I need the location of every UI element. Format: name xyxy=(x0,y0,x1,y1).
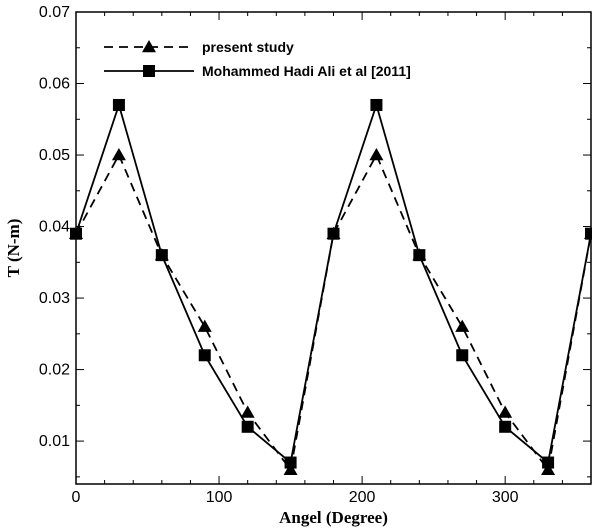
triangle-marker xyxy=(240,405,255,418)
triangle-marker xyxy=(326,226,341,239)
series-line xyxy=(75,101,592,465)
legend-item: Mohammed Hadi Ali et al [2011] xyxy=(104,63,411,79)
legend-square-marker xyxy=(143,65,155,77)
x-axis-title: Angel (Degree) xyxy=(279,508,388,527)
square-marker xyxy=(499,420,512,433)
y-tick-label: 0.02 xyxy=(39,362,70,379)
square-marker xyxy=(198,349,211,362)
square-marker xyxy=(456,349,469,362)
triangle-marker xyxy=(111,148,126,161)
y-axis-title: T (N-m) xyxy=(4,219,23,278)
legend-label: Mohammed Hadi Ali et al [2011] xyxy=(202,63,411,79)
y-tick-label: 0.05 xyxy=(39,147,70,164)
triangle-marker xyxy=(584,226,592,239)
series-mohammed-hadi-ali xyxy=(70,98,592,469)
x-tick-label: 100 xyxy=(206,489,233,506)
plot-series xyxy=(69,98,592,475)
x-tick-label: 300 xyxy=(492,489,519,506)
y-tick-label: 0.01 xyxy=(39,433,70,450)
legend: present study Mohammed Hadi Ali et al [20… xyxy=(104,39,411,79)
triangle-marker xyxy=(154,248,169,261)
series-line xyxy=(75,152,592,472)
triangle-marker xyxy=(412,248,427,261)
axis-ticks: 0 100 200 300 0.01 0.02 0.03 0.04 0.05 0.06 0.07 xyxy=(39,4,591,506)
square-marker xyxy=(284,456,297,469)
legend-label: present study xyxy=(202,39,294,55)
triangle-marker xyxy=(283,462,298,475)
triangle-marker xyxy=(541,462,556,475)
legend-triangle-marker xyxy=(142,40,156,53)
triangle-marker xyxy=(197,319,212,332)
y-tick-label: 0.06 xyxy=(39,76,70,93)
x-tick-label: 0 xyxy=(72,489,81,506)
square-marker xyxy=(241,420,254,433)
series-present-study xyxy=(69,148,592,475)
legend-item: present study xyxy=(104,39,294,55)
y-tick-label: 0.03 xyxy=(39,290,70,307)
x-tick-label: 200 xyxy=(349,489,376,506)
square-marker xyxy=(370,98,383,111)
plot-frame xyxy=(75,11,592,485)
y-tick-label: 0.07 xyxy=(39,4,70,21)
y-tick-label: 0.04 xyxy=(39,219,70,236)
square-marker xyxy=(112,98,125,111)
triangle-marker xyxy=(498,405,513,418)
triangle-marker xyxy=(455,319,470,332)
triangle-marker xyxy=(369,148,384,161)
